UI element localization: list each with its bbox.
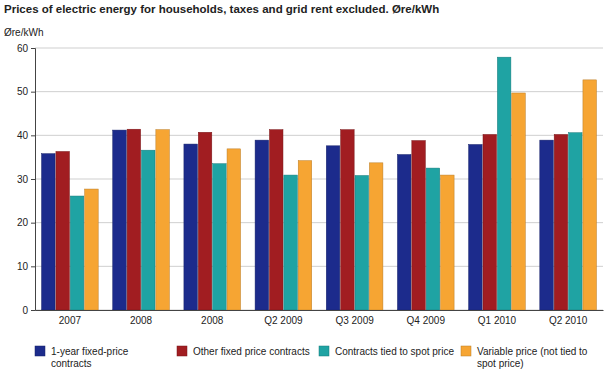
tick-mark (31, 266, 35, 267)
tick-label: Q4 2009 (407, 315, 446, 326)
legend-label: Contracts tied to spot price (335, 346, 454, 357)
tick-mark (31, 48, 35, 49)
bar (554, 134, 568, 310)
bar (298, 161, 312, 310)
bar (56, 151, 70, 310)
legend-swatch (177, 346, 187, 356)
tick: 50 (17, 86, 35, 97)
bar (227, 149, 241, 310)
series (70, 57, 582, 310)
legend-label: 1-year fixed-price contracts (51, 346, 131, 369)
bar (412, 141, 426, 310)
bar (483, 134, 497, 310)
bar (85, 189, 99, 310)
bar (426, 168, 440, 310)
legend-swatch (35, 346, 45, 356)
tick: Q4 2009 (407, 310, 446, 326)
bar (255, 140, 269, 310)
tick: 60 (17, 43, 35, 54)
bar (569, 133, 583, 310)
legend-swatch (319, 346, 329, 356)
tick-label: 40 (17, 130, 29, 141)
grid-line (35, 91, 603, 92)
legend-item: 1-year fixed-price contracts (35, 346, 131, 369)
tick-mark (31, 310, 35, 311)
bar (127, 129, 141, 310)
bars (42, 57, 597, 310)
tick-label: 20 (17, 217, 29, 228)
y-label: Øre/kWh (4, 27, 43, 38)
bar (184, 144, 198, 310)
axis-line (31, 49, 36, 311)
tick: 2007 (59, 310, 82, 326)
plot: 0 10 20 30 40 50 60 2007 2008 2008 Q2 2009 Q3 2009 Q… (17, 43, 604, 326)
tick-label: 30 (17, 174, 29, 185)
tick-mark (31, 135, 35, 136)
title: Prices of electric energy for households… (4, 3, 439, 15)
bar (583, 80, 597, 310)
tick: 2008 (130, 310, 153, 326)
series (56, 129, 568, 310)
tick: 10 (17, 261, 35, 272)
legend-item: Other fixed price contracts (177, 346, 310, 357)
tick-mark (31, 179, 35, 180)
tick: 30 (17, 174, 35, 185)
tick-label: Q2 2009 (264, 315, 303, 326)
tick-label: 50 (17, 86, 29, 97)
legend-label: Variable price (not tied to spot price) (477, 346, 590, 369)
tick: 20 (17, 217, 35, 228)
legend-item: Contracts tied to spot price (319, 346, 454, 357)
tick-label: Q2 2010 (549, 315, 588, 326)
tick-label: 2008 (130, 315, 153, 326)
bar (213, 164, 227, 310)
bar (355, 176, 369, 310)
bar (441, 175, 455, 310)
grid-line (35, 48, 603, 49)
bar (284, 175, 298, 310)
tick-label: Q1 2010 (478, 315, 517, 326)
tick: Q2 2009 (264, 310, 303, 326)
bar (469, 145, 483, 310)
tick-label: Q3 2009 (335, 315, 374, 326)
series (85, 80, 597, 310)
chart: Prices of electric energy for households… (0, 0, 611, 382)
grid (35, 48, 603, 310)
bar (397, 155, 411, 310)
legend-item: Variable price (not tied to spot price) (461, 346, 590, 369)
tick: 0 (22, 305, 35, 316)
y-axis: 0 10 20 30 40 50 60 (17, 43, 36, 316)
tick: Q3 2009 (335, 310, 374, 326)
tick-label: 0 (22, 305, 28, 316)
bar (269, 130, 283, 310)
x-axis: 2007 2008 2008 Q2 2009 Q3 2009 Q4 2009 Q1 2010… (36, 310, 604, 326)
legend-swatch (461, 346, 471, 356)
tick-label: 2008 (201, 315, 224, 326)
bar (141, 150, 155, 310)
bar (326, 146, 340, 310)
bar (70, 196, 84, 310)
bar (42, 154, 56, 310)
tick-label: 10 (17, 261, 29, 272)
tick-mark (31, 223, 35, 224)
bar (540, 140, 554, 310)
tick-mark (31, 92, 35, 93)
bar (198, 132, 212, 310)
tick: 2008 (201, 310, 224, 326)
tick-label: 60 (17, 43, 29, 54)
tick: 40 (17, 130, 35, 141)
bar (512, 93, 526, 310)
bar (341, 130, 355, 310)
tick: Q1 2010 (478, 310, 517, 326)
axis-line (36, 310, 604, 311)
tick-label: 2007 (59, 315, 82, 326)
bar (113, 130, 127, 310)
legend: 1-year fixed-price contracts Other fixed … (35, 346, 590, 369)
series (42, 130, 554, 310)
legend-label: Other fixed price contracts (193, 346, 310, 357)
tick: Q2 2010 (549, 310, 588, 326)
bar (497, 57, 511, 310)
bar (156, 130, 170, 310)
bar (369, 163, 383, 310)
